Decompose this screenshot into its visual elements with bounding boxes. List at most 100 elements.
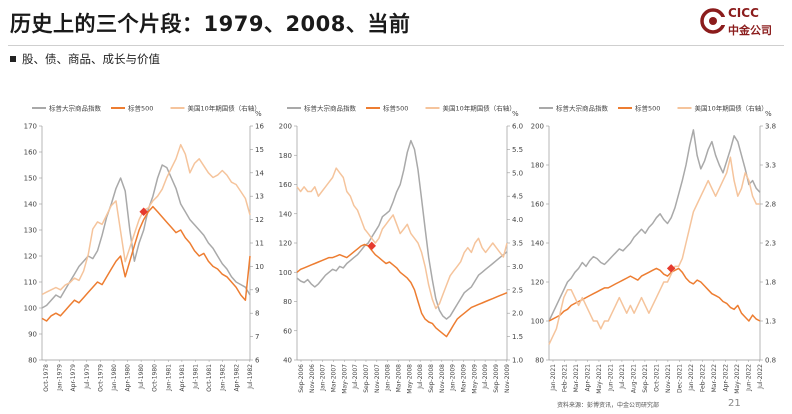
x-tick-label: Jan-1980 xyxy=(111,364,118,392)
x-tick-label: May-2021 xyxy=(596,364,603,394)
page-subtitle: 股、债、商品、成长与价值 xyxy=(22,52,160,66)
x-tick-label: Feb-2021 xyxy=(561,364,568,392)
source-note: 资料来源：彭博资讯，中金公司研究部 xyxy=(557,402,660,409)
x-tick-label: Jan-2022 xyxy=(688,364,695,392)
x-tick-label: Jul-2022 xyxy=(757,364,764,390)
x-tick-label: Jul-1982 xyxy=(247,364,254,390)
left-tick-label: 160 xyxy=(531,201,544,209)
x-tick-label: Jan-1982 xyxy=(220,364,227,392)
series-line-1 xyxy=(548,267,761,322)
right-tick-label: 11 xyxy=(255,240,264,248)
left-tick-label: 130 xyxy=(24,227,37,235)
left-tick-label: 160 xyxy=(24,149,37,157)
left-tick-label: 170 xyxy=(24,123,37,131)
series-line-2 xyxy=(41,143,251,296)
left-tick-label: 100 xyxy=(279,269,292,277)
left-tick-label: 80 xyxy=(535,357,544,365)
highlight-marker xyxy=(139,207,148,217)
right-tick-label: 16 xyxy=(255,123,264,131)
series-line-0 xyxy=(41,164,251,309)
right-tick-label: 15 xyxy=(255,146,264,154)
x-tick-label: Feb-2022 xyxy=(699,364,706,392)
x-tick-label: Jul-2007 xyxy=(352,364,359,390)
chart-1979: 80 90 100 110 120 130 140 150 160 170 6 7 8 9 10 11 12 13… xyxy=(24,104,265,392)
x-tick-label: Jan-2008 xyxy=(385,364,392,392)
x-tick-label: Jul-1981 xyxy=(192,364,199,390)
legend-label: 标普500 xyxy=(383,104,408,113)
x-tick-label: Sep-2008 xyxy=(428,364,435,393)
x-tick-label: Apr-1980 xyxy=(125,364,132,392)
x-tick-label: Oct-1981 xyxy=(206,364,213,392)
legend-label: 标普500 xyxy=(128,104,153,113)
x-tick-label: Oct-1979 xyxy=(97,364,104,392)
legend-label: 美国10年期国债（右轴） xyxy=(443,104,516,113)
right-unit-label: % xyxy=(512,110,519,118)
x-tick-label: Jul-1979 xyxy=(84,364,91,390)
x-tick-label: Jun-2022 xyxy=(745,364,752,392)
left-tick-label: 90 xyxy=(28,331,37,339)
right-tick-label: 2.8 xyxy=(765,201,776,209)
x-tick-label: Jan-2021 xyxy=(550,364,557,392)
right-tick-label: 1.5 xyxy=(512,333,523,341)
page-number: 21 xyxy=(728,398,741,409)
x-tick-label: Jan-2007 xyxy=(320,364,327,392)
left-tick-label: 200 xyxy=(531,123,544,131)
series-line-0 xyxy=(296,139,508,320)
left-tick-label: 160 xyxy=(279,181,292,189)
logo-text-bottom: 中金公司 xyxy=(728,24,772,37)
right-tick-label: 1.3 xyxy=(765,318,776,326)
chart-current: 80 100 120 140 160 180 200 0.8 1.3 1.8 2.3 2.8 3.3 3.… xyxy=(531,104,777,394)
x-tick-label: Apr-1981 xyxy=(179,364,186,392)
left-tick-label: 120 xyxy=(531,279,544,287)
x-tick-label: Jan-2009 xyxy=(450,364,457,392)
right-tick-label: 1.0 xyxy=(512,357,523,365)
right-tick-label: 3.8 xyxy=(765,123,776,131)
right-tick-label: 13 xyxy=(255,193,264,201)
series-line-0 xyxy=(548,129,761,322)
right-tick-label: 2.3 xyxy=(765,240,776,248)
left-tick-label: 140 xyxy=(279,210,292,218)
x-tick-label: Nov-2008 xyxy=(439,364,446,393)
subtitle-bullet xyxy=(10,56,16,62)
legend-label: 标普500 xyxy=(635,104,660,113)
right-tick-label: 8 xyxy=(255,310,259,318)
left-tick-label: 200 xyxy=(279,123,292,131)
x-tick-label: Oct-1980 xyxy=(152,364,159,392)
right-tick-label: 3.0 xyxy=(512,263,523,271)
series-line-2 xyxy=(548,156,760,345)
x-tick-label: Aug-2021 xyxy=(630,364,637,393)
x-tick-label: Apr-1979 xyxy=(70,364,77,392)
x-tick-label: Mar-2008 xyxy=(395,364,402,393)
x-tick-label: Dec-2021 xyxy=(676,364,683,393)
x-tick-label: Nov-2006 xyxy=(309,364,316,393)
x-tick-label: Sep-2009 xyxy=(493,364,500,393)
x-tick-label: Nov-2009 xyxy=(504,364,511,393)
right-tick-label: 9 xyxy=(255,286,259,294)
left-tick-label: 120 xyxy=(279,240,292,248)
right-unit-label: % xyxy=(765,110,772,118)
x-tick-label: Apr-2022 xyxy=(722,364,729,392)
left-tick-label: 40 xyxy=(283,357,292,365)
x-tick-label: Nov-2021 xyxy=(665,364,672,393)
right-tick-label: 14 xyxy=(255,169,264,177)
x-tick-label: Jul-2008 xyxy=(417,364,424,390)
x-tick-label: Apr-2021 xyxy=(584,364,591,392)
right-tick-label: 2.0 xyxy=(512,310,523,318)
right-tick-label: 5.5 xyxy=(512,146,523,154)
x-tick-label: Oct-2021 xyxy=(653,364,660,392)
right-tick-label: 7 xyxy=(255,333,259,341)
left-tick-label: 60 xyxy=(283,327,292,335)
x-tick-label: Jul-2021 xyxy=(619,364,626,390)
right-tick-label: 0.8 xyxy=(765,357,776,365)
left-tick-label: 110 xyxy=(24,279,37,287)
x-tick-label: Sep-2021 xyxy=(642,364,649,393)
cicc-logo-icon xyxy=(700,8,726,34)
x-tick-label: Sep-2006 xyxy=(298,364,305,393)
left-tick-label: 100 xyxy=(531,318,544,326)
x-tick-label: Jul-2009 xyxy=(482,364,489,390)
x-tick-label: May-2022 xyxy=(734,364,741,394)
x-tick-label: Mar-2007 xyxy=(330,364,337,393)
right-tick-label: 10 xyxy=(255,263,264,271)
highlight-marker xyxy=(666,264,676,273)
right-tick-label: 3.3 xyxy=(765,162,776,170)
